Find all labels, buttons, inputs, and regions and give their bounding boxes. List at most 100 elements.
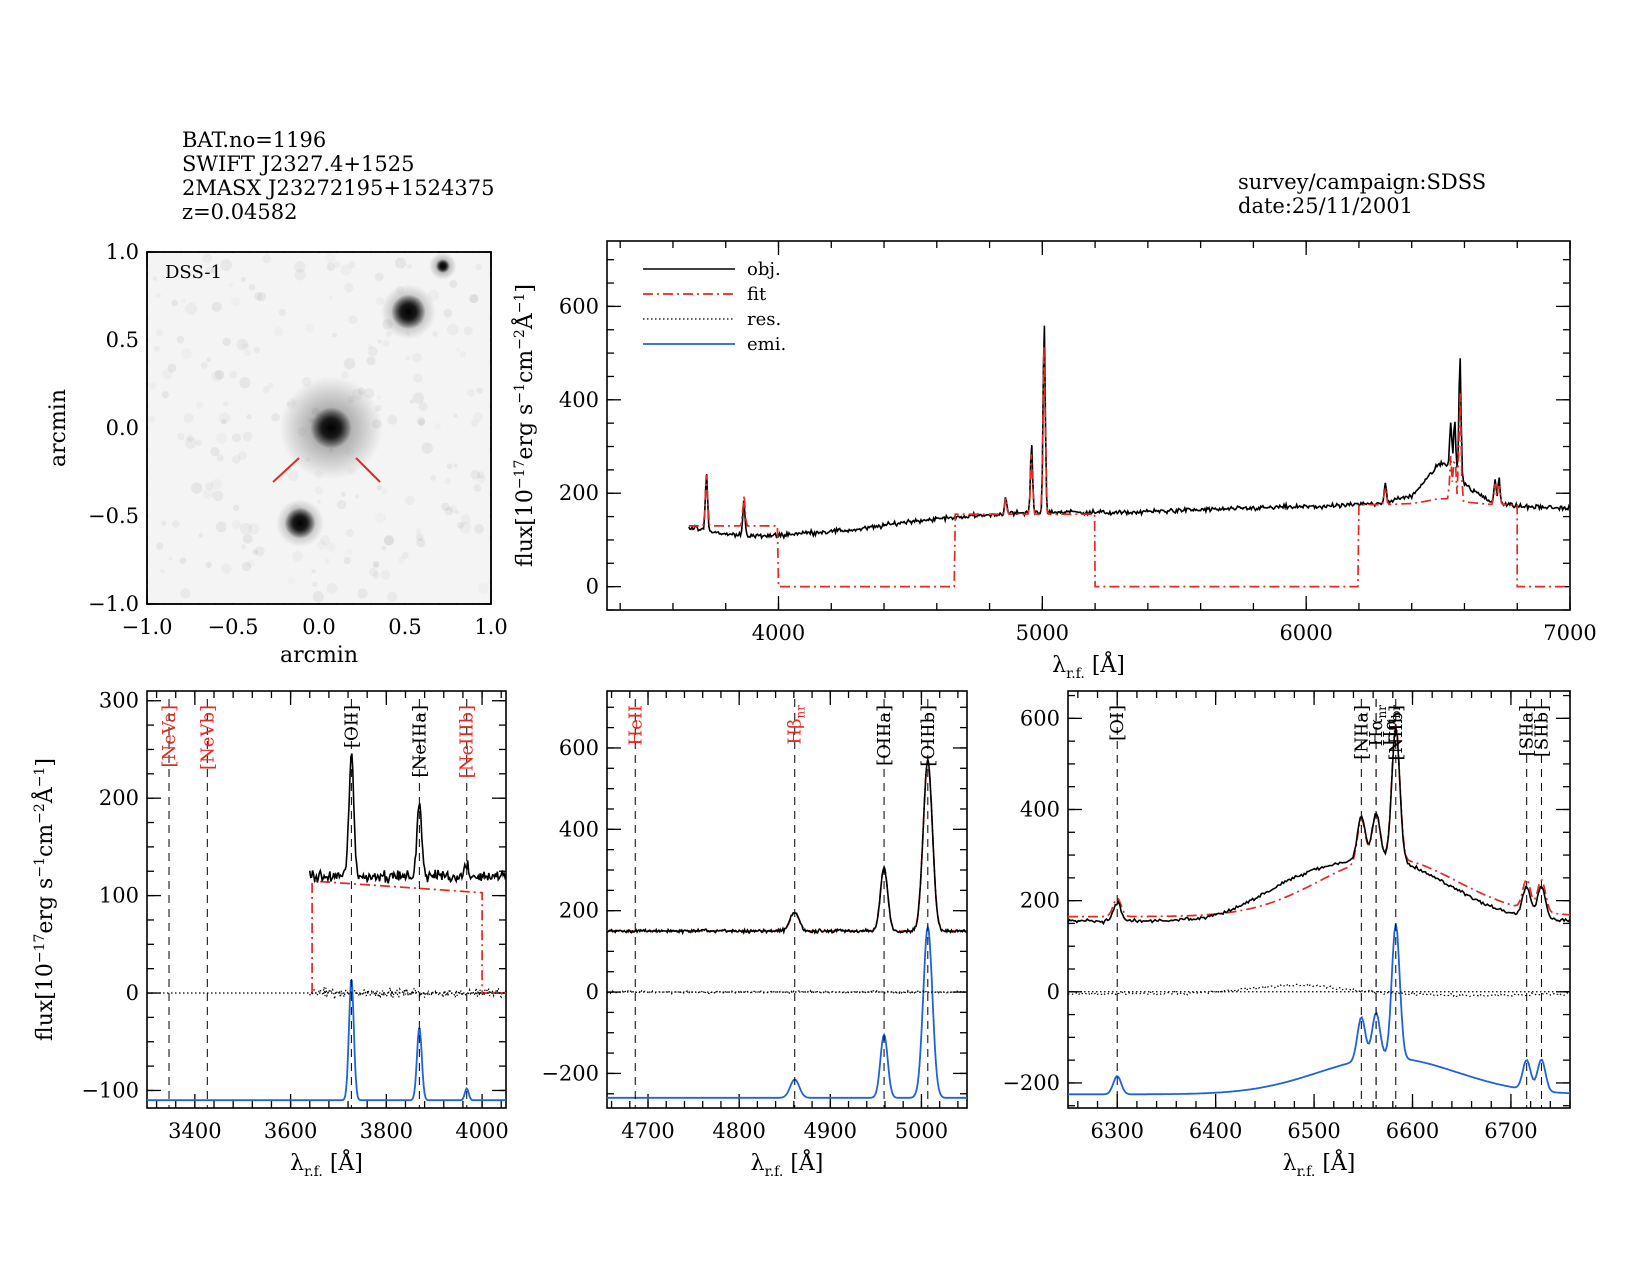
- image-noise: [205, 561, 212, 569]
- y-tick-label: −0.5: [88, 504, 139, 528]
- image-noise: [231, 433, 241, 443]
- swift-name: SWIFT J2327.4+1525: [182, 152, 415, 176]
- image-noise: [221, 563, 231, 573]
- image-noise: [367, 346, 378, 357]
- y-tick-label: 400: [1020, 797, 1060, 821]
- image-noise: [381, 545, 387, 551]
- y-axis-label-part: −1: [32, 857, 48, 878]
- y-axis-label-part: −1: [512, 383, 528, 404]
- image-noise: [222, 337, 231, 347]
- image-noise: [203, 488, 214, 499]
- x-axis-label: λr.f. [Å]: [751, 1148, 824, 1180]
- y-axis-label-part: −1: [512, 293, 528, 314]
- plot-frame: [606, 690, 968, 1109]
- image-noise: [405, 496, 415, 506]
- series-fit: [1068, 724, 1571, 918]
- image-noise: [413, 373, 423, 384]
- image-noise: [460, 351, 466, 357]
- line-label-text: [NeVa]: [159, 705, 180, 768]
- image-noise: [343, 357, 356, 370]
- x-tick-label: 1.0: [474, 615, 507, 639]
- y-axis-label: flux[10−17erg s−1cm−2Å−1]: [510, 284, 538, 567]
- image-noise: [220, 418, 227, 425]
- image-noise: [346, 528, 355, 537]
- x-axis-label-subscript: r.f.: [765, 1164, 784, 1180]
- image-noise: [181, 299, 186, 304]
- y-axis-label-part: −17: [512, 460, 528, 490]
- image-noise: [387, 592, 397, 602]
- line-label-text: [NeIIIa]: [409, 705, 430, 778]
- image-noise: [216, 454, 224, 462]
- image-noise: [236, 338, 248, 351]
- image-noise: [220, 259, 233, 271]
- image-noise: [212, 490, 224, 502]
- image-noise: [248, 283, 256, 291]
- image-noise: [200, 361, 208, 369]
- image-noise: [383, 535, 395, 546]
- image-noise: [187, 435, 194, 442]
- x-axis-label-subscript: r.f.: [1066, 666, 1085, 682]
- y-tick-label: 0: [586, 980, 599, 1004]
- image-noise: [240, 276, 246, 283]
- image-noise: [247, 560, 255, 568]
- plot-frame: [606, 240, 1571, 611]
- image-noise: [241, 544, 247, 550]
- image-noise: [444, 478, 451, 485]
- x-axis-label-symbol: λ: [290, 1151, 304, 1176]
- image-noise: [216, 433, 227, 444]
- image-noise: [441, 502, 450, 511]
- y-axis-label-part: cm: [513, 350, 538, 383]
- image-noise: [325, 558, 331, 564]
- y-tick-label: 200: [99, 786, 139, 810]
- image-noise: [456, 347, 461, 352]
- image-noise: [447, 324, 459, 336]
- image-noise: [340, 492, 346, 497]
- image-noise: [177, 433, 185, 441]
- image-noise: [256, 292, 267, 302]
- line-label-text: [OII]: [341, 705, 362, 748]
- x-tick-label: 6300: [1090, 1119, 1143, 1143]
- image-noise: [172, 520, 180, 528]
- y-tick-label: 0: [1047, 980, 1060, 1004]
- y-tick-label: −1.0: [88, 592, 139, 616]
- image-noise: [372, 560, 380, 568]
- image-noise: [471, 420, 478, 427]
- y-axis-label: arcmin: [46, 389, 71, 467]
- image-noise: [315, 487, 323, 495]
- x-tick-label: 6600: [1386, 1119, 1439, 1143]
- image-noise: [232, 520, 242, 530]
- image-noise: [374, 272, 384, 282]
- image-noise: [467, 389, 475, 397]
- source-core: [435, 259, 450, 273]
- image-noise: [229, 370, 238, 379]
- image-noise: [468, 293, 479, 304]
- image-noise: [376, 484, 382, 491]
- image-noise: [312, 591, 324, 603]
- y-tick-label: 0.0: [106, 416, 139, 440]
- series-obj: [606, 759, 968, 936]
- y-tick-label: 200: [1020, 889, 1060, 913]
- y-axis-label-part: erg s: [513, 404, 538, 460]
- x-axis-label: λr.f. [Å]: [1283, 1148, 1356, 1180]
- image-noise: [476, 471, 485, 479]
- image-noise: [334, 262, 341, 269]
- image-noise: [242, 533, 253, 544]
- plot-frame: [1067, 690, 1571, 1109]
- image-noise: [196, 440, 203, 447]
- image-noise: [327, 583, 338, 594]
- y-tick-label: 0: [586, 575, 599, 599]
- legend-label-res: res.: [747, 309, 781, 330]
- x-axis-label-unit: [Å]: [1315, 1148, 1355, 1176]
- x-tick-label: 0.5: [388, 615, 421, 639]
- image-noise: [464, 326, 473, 335]
- line-label-text: [SIIb]: [1531, 705, 1552, 757]
- y-tick-label: 600: [559, 736, 599, 760]
- x-tick-label: 6700: [1484, 1119, 1537, 1143]
- panel-full: 4000 5000 6000 7000 0 200 400 600 obj. fit res. emi…: [510, 240, 1597, 682]
- y-tick-label: −100: [81, 1078, 139, 1102]
- x-tick-label: 6000: [1279, 621, 1332, 645]
- x-tick-label: −0.5: [208, 615, 259, 639]
- image-noise: [305, 323, 315, 333]
- x-axis-label-unit: [Å]: [783, 1148, 823, 1176]
- image-noise: [223, 401, 229, 407]
